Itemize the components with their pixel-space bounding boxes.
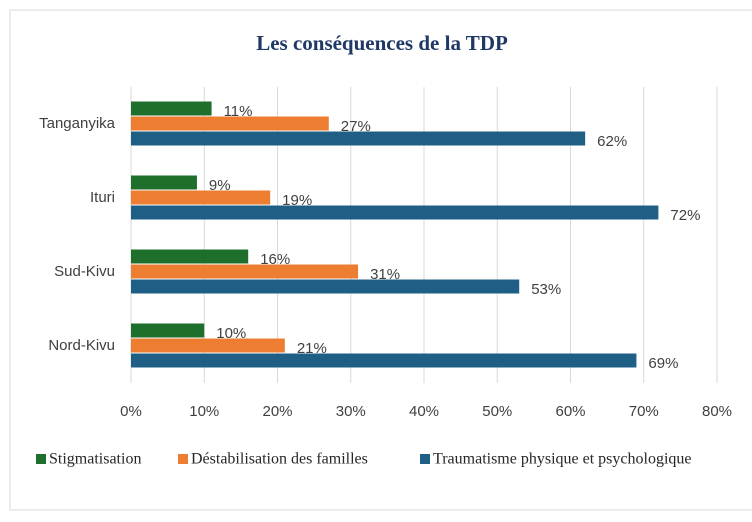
value-label: 16% bbox=[260, 251, 290, 268]
value-label: 53% bbox=[531, 281, 561, 298]
x-tick-label: 20% bbox=[262, 403, 292, 420]
bar bbox=[131, 190, 271, 205]
bar bbox=[131, 264, 359, 279]
bar bbox=[131, 175, 197, 190]
x-tick-label: 60% bbox=[555, 403, 585, 420]
legend-label: Stigmatisation bbox=[49, 451, 141, 468]
value-label: 27% bbox=[341, 118, 371, 135]
bar bbox=[131, 116, 329, 131]
bar bbox=[131, 101, 212, 116]
value-label: 11% bbox=[224, 103, 253, 120]
chart-frame bbox=[9, 9, 752, 511]
bar bbox=[131, 353, 637, 368]
legend-label: Traumatisme physique et psychologique bbox=[433, 451, 692, 468]
x-tick-label: 0% bbox=[120, 403, 142, 420]
bar bbox=[131, 323, 205, 338]
y-tick-label: Tanganyika bbox=[39, 115, 116, 132]
x-tick-label: 80% bbox=[702, 403, 732, 420]
x-tick-label: 30% bbox=[336, 403, 366, 420]
y-tick-label: Ituri bbox=[90, 189, 115, 206]
legend-swatch bbox=[36, 454, 46, 464]
bar bbox=[131, 338, 285, 353]
y-tick-label: Nord-Kivu bbox=[48, 337, 115, 354]
bar bbox=[131, 205, 659, 220]
legend-label: Déstabilisation des familles bbox=[191, 451, 368, 468]
value-label: 9% bbox=[209, 177, 231, 194]
value-label: 21% bbox=[297, 340, 327, 357]
bar bbox=[131, 279, 520, 294]
x-tick-label: 70% bbox=[629, 403, 659, 420]
x-tick-label: 10% bbox=[189, 403, 219, 420]
value-label: 69% bbox=[648, 355, 678, 372]
x-tick-label: 50% bbox=[482, 403, 512, 420]
value-label: 62% bbox=[597, 133, 627, 150]
legend-swatch bbox=[178, 454, 188, 464]
value-label: 31% bbox=[370, 266, 400, 283]
bar bbox=[131, 131, 586, 146]
bar bbox=[131, 249, 249, 264]
legend-swatch bbox=[420, 454, 430, 464]
y-tick-label: Sud-Kivu bbox=[54, 263, 115, 280]
value-label: 72% bbox=[670, 207, 700, 224]
value-label: 10% bbox=[216, 325, 246, 342]
x-tick-label: 40% bbox=[409, 403, 439, 420]
value-label: 19% bbox=[282, 192, 312, 209]
chart-title: Les conséquences de la TDP bbox=[256, 31, 508, 55]
